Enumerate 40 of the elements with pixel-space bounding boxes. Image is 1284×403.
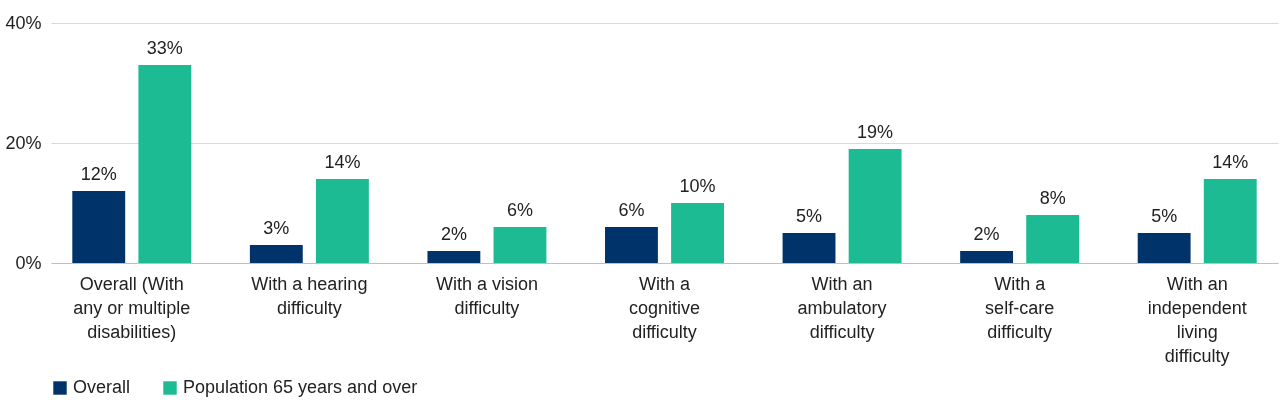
bar [249,245,303,263]
bar [1026,215,1080,263]
data-label: 3% [263,218,290,238]
bar [138,65,192,263]
bar [960,251,1014,263]
x-tick-label: With a hearing difficulty [251,273,368,318]
data-label: 6% [618,200,645,220]
data-label: 5% [1151,206,1178,226]
data-label: 14% [1212,152,1249,172]
x-tick-label: With a cognitive difficulty [628,273,701,342]
data-label: 33% [146,38,183,58]
data-label: 10% [679,176,716,196]
data-label: 2% [440,224,467,244]
data-label: 6% [506,200,533,220]
bar [427,251,481,263]
bar [315,179,369,263]
x-tick-label: With an independent living difficulty [1147,273,1247,366]
y-tick-label: 20% [5,132,42,153]
data-label: 2% [973,224,1000,244]
data-label: 12% [80,164,117,184]
legend-label: Population 65 years and over [183,377,418,397]
bar [605,227,658,263]
bar [1137,233,1191,263]
x-tick-label: Overall (With any or multiple disabilities) [73,273,191,342]
bar [782,233,836,263]
x-tick-label: With a vision difficulty [435,273,538,318]
y-tick-label: 0% [15,252,42,273]
bar [72,191,126,263]
x-tick-label: With a self-care difficulty [985,273,1055,342]
x-tick-label: With an ambulatory difficulty [797,273,887,342]
data-label: 5% [796,206,823,226]
legend-label: Overall [73,377,131,397]
bar [493,227,547,263]
data-label: 14% [324,152,361,172]
y-tick-label: 40% [5,12,42,33]
bar [848,149,902,263]
bar [671,203,724,263]
data-label: 19% [857,122,894,142]
data-label: 8% [1039,188,1066,208]
bar [1203,179,1257,263]
